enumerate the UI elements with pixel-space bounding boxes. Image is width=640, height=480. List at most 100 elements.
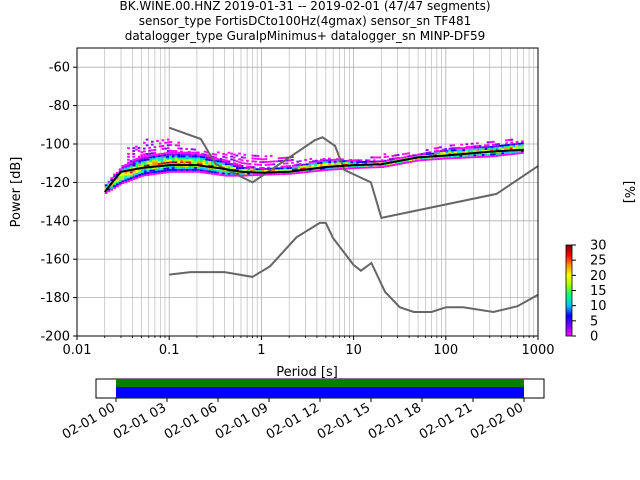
psd-cell [356, 165, 359, 167]
psd-cell [300, 167, 304, 170]
psd-cell [386, 159, 390, 162]
psd-cell [174, 153, 178, 156]
psd-outlier-cell [238, 158, 241, 161]
psd-outlier-cell [214, 153, 218, 156]
psd-cell [356, 161, 359, 164]
psd-cell [174, 159, 178, 162]
psd-outlier-cell [470, 142, 474, 145]
psd-cell [180, 157, 183, 160]
psd-cell [512, 152, 516, 155]
psd-outlier-cell [491, 140, 495, 143]
psd-outlier-cell [396, 156, 400, 159]
psd-outlier-cell [283, 162, 286, 165]
psd-cell [177, 159, 181, 162]
psd-cell [202, 167, 206, 170]
psd-cell [152, 163, 156, 166]
psd-cell [127, 178, 130, 181]
psd-outlier-cell [224, 153, 228, 156]
psd-outlier-cell [489, 141, 492, 144]
psd-outlier-cell [190, 148, 194, 151]
psd-cell [448, 157, 452, 160]
psd-outlier-cell [439, 146, 442, 149]
psd-cell [328, 159, 331, 162]
psd-cell [319, 161, 323, 164]
psd-cell [448, 155, 452, 158]
psd-outlier-cell [127, 153, 130, 155]
psd-outlier-cell [248, 162, 252, 165]
psd-cell [350, 167, 354, 170]
psd-cell [403, 162, 407, 164]
psd-cell [213, 173, 217, 176]
psd-outlier-cell [275, 160, 278, 163]
psd-cell [210, 161, 214, 164]
psd-cell [171, 168, 175, 171]
psd-cell [328, 163, 331, 165]
psd-cell [135, 157, 139, 160]
psd-cell [202, 162, 206, 164]
psd-cell [509, 145, 513, 148]
psd-outlier-cell [365, 159, 368, 162]
psd-cell [364, 160, 368, 163]
psd-cell [210, 163, 214, 166]
psd-cell [451, 149, 454, 152]
psd-outlier-cell [272, 160, 276, 163]
psd-cell [241, 172, 245, 175]
psd-cell [208, 172, 211, 175]
psd-cell [222, 164, 225, 167]
psd-cell [233, 167, 237, 169]
psd-outlier-cell [280, 157, 284, 159]
psd-cell [199, 171, 203, 174]
psd-cell [182, 170, 186, 173]
psd-cell [448, 149, 452, 152]
psd-cell [157, 170, 161, 173]
psd-cell [518, 144, 521, 147]
psd-cell [319, 167, 323, 170]
psd-cell [344, 167, 348, 170]
psd-cell [470, 156, 474, 159]
psd-cell [216, 165, 220, 168]
psd-cell [222, 174, 225, 177]
psd-cell [219, 160, 223, 163]
psd-cell [115, 171, 119, 174]
psd-cell [118, 183, 122, 186]
psd-cell [152, 167, 156, 170]
psd-outlier-cell [127, 147, 130, 150]
psd-cell [224, 161, 228, 164]
psd-cell [283, 172, 287, 175]
psd-cell [199, 153, 203, 156]
title-line-2: sensor_type FortisDCto100Hz(4gmax) senso… [139, 14, 471, 28]
psd-cell [266, 167, 270, 170]
psd-cell [202, 163, 206, 166]
psd-cell [442, 155, 446, 158]
psd-outlier-cell [224, 159, 228, 162]
psd-cell [275, 167, 278, 170]
psd-outlier-cell [132, 150, 136, 152]
psd-cell [261, 168, 264, 170]
psd-cell [512, 143, 516, 146]
psd-cell [210, 165, 214, 168]
psd-cell [425, 153, 429, 155]
psd-outlier-cell [452, 144, 455, 147]
psd-cell [409, 160, 412, 163]
psd-cell [199, 157, 203, 160]
psd-cell [403, 160, 407, 163]
psd-cell [185, 170, 189, 173]
psd-cell [465, 156, 468, 159]
psd-cell [168, 155, 172, 158]
psd-cell [216, 162, 220, 164]
psd-cell [470, 150, 474, 153]
psd-outlier-cell [132, 147, 136, 150]
psd-outlier-cell [505, 139, 508, 142]
psd-cell [138, 166, 142, 169]
psd-cell [445, 157, 449, 160]
psd-cell [375, 166, 379, 169]
psd-cell [152, 171, 156, 174]
psd-cell [185, 161, 189, 164]
psd-cell [174, 155, 178, 158]
psd-cell [395, 161, 399, 164]
psd-cell [149, 171, 153, 174]
psd-outlier-cell [296, 163, 300, 166]
psd-cell [347, 159, 351, 162]
psd-cell [174, 157, 178, 160]
psd-cell [322, 161, 326, 164]
